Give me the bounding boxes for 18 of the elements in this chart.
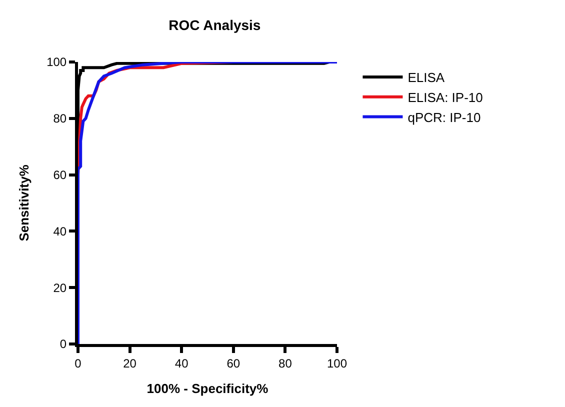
- legend-label: ELISA: IP-10: [408, 90, 483, 105]
- x-tick-label: 100: [326, 356, 348, 370]
- chart-title: ROC Analysis: [168, 17, 261, 34]
- x-tick-label: 80: [278, 356, 292, 370]
- legend-label: ELISA: [408, 70, 445, 86]
- x-tick-label: 60: [226, 356, 240, 370]
- x-tick-label: 20: [123, 356, 137, 370]
- legend-label: qPCR: IP-10: [408, 110, 481, 125]
- x-axis-title: 100% - Specificity%: [146, 381, 269, 396]
- y-tick-label: 20: [53, 280, 67, 295]
- y-tick-label: 80: [53, 112, 67, 126]
- y-axis-title: Sensitivity%: [16, 164, 32, 242]
- y-tick-label: 60: [53, 168, 67, 182]
- y-tick-label: 0: [60, 337, 67, 352]
- y-tick-label: 40: [53, 224, 67, 238]
- y-tick-label: 100: [46, 55, 67, 70]
- x-tick-label: 40: [174, 356, 189, 370]
- x-tick-label: 0: [74, 356, 82, 370]
